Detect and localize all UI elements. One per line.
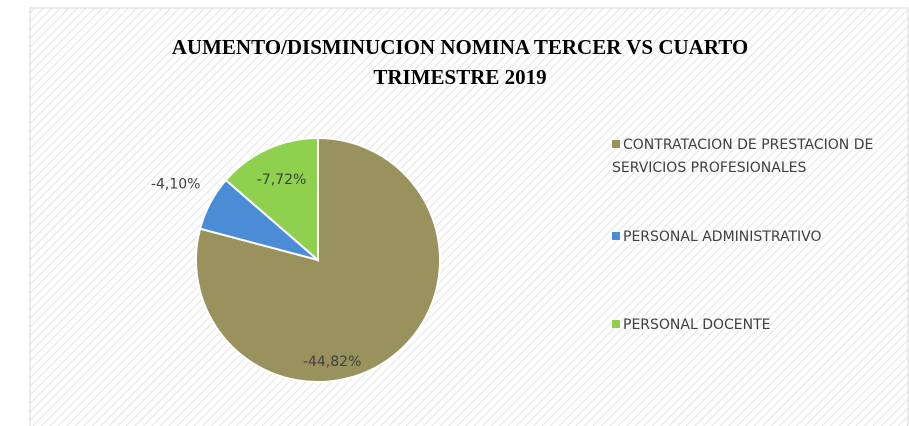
chart-area (29, 7, 909, 426)
legend-entry: PERSONAL DOCENTE (612, 314, 897, 337)
legend-swatch (612, 140, 620, 148)
data-label: -44,82% (303, 354, 361, 370)
legend-swatch (612, 320, 620, 328)
legend-entry: CONTRATACION DE PRESTACION DE SERVICIOS … (612, 134, 897, 180)
legend-label: CONTRATACION DE PRESTACION DE SERVICIOS … (612, 137, 874, 176)
legend-swatch (612, 232, 620, 240)
data-label: -7,72% (257, 172, 307, 188)
data-label: -4,10% (151, 177, 201, 193)
legend-label: PERSONAL ADMINISTRATIVO (623, 229, 822, 245)
pie-slice (224, 136, 319, 263)
chart-title: AUMENTO/DISMINUCION NOMINA TERCER VS CUA… (171, 35, 749, 89)
legend-label: PERSONAL DOCENTE (623, 317, 771, 333)
legend-entry: PERSONAL ADMINISTRATIVO (612, 226, 897, 249)
